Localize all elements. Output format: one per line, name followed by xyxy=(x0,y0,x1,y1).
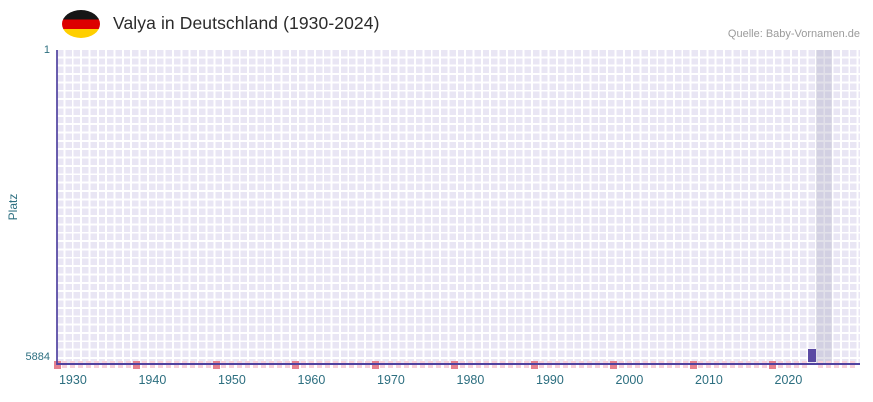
no-rank-mark-dark xyxy=(292,361,299,369)
y-axis-title: Platz xyxy=(6,193,20,221)
y-axis-line xyxy=(56,50,58,365)
no-rank-mark-dark xyxy=(212,361,220,369)
data-point-marker xyxy=(808,349,817,362)
x-tick-label: 1970 xyxy=(377,373,405,387)
x-tick-label: 1940 xyxy=(138,373,167,387)
x-tick-label: 1930 xyxy=(58,373,87,387)
x-axis-line xyxy=(57,362,860,365)
plot-grid xyxy=(53,50,860,369)
y-tick-top: 1 xyxy=(43,44,50,56)
chart-title: Valya in Deutschland (1930-2024) xyxy=(113,13,380,33)
x-tick-label: 1960 xyxy=(297,373,326,387)
source-credit: Quelle: Baby-Vornamen.de xyxy=(727,28,860,40)
no-rank-mark-dark xyxy=(689,361,697,369)
x-tick-label: 1950 xyxy=(218,373,246,387)
no-rank-mark-dark xyxy=(451,361,459,369)
x-tick-label: 1990 xyxy=(536,373,564,387)
germany-flag-icon xyxy=(62,10,100,38)
no-rank-mark-dark xyxy=(610,361,618,369)
no-rank-mark-dark xyxy=(53,361,61,369)
no-rank-mark-dark xyxy=(769,361,777,369)
y-tick-bottom: 5884 xyxy=(25,351,50,363)
x-axis-ticks: 1930 1940 1950 1960 1970 1980 1990 2000 2010 2020 xyxy=(0,373,873,393)
no-rank-mark-dark xyxy=(530,361,538,369)
x-tick-label: 2000 xyxy=(615,373,644,387)
x-tick-label: 2010 xyxy=(695,373,723,387)
no-rank-mark-dark xyxy=(133,361,140,369)
x-tick-label: 2020 xyxy=(774,373,803,387)
no-rank-mark-dark xyxy=(371,361,379,369)
current-period-band xyxy=(816,50,833,365)
x-tick-label: 1980 xyxy=(456,373,485,387)
